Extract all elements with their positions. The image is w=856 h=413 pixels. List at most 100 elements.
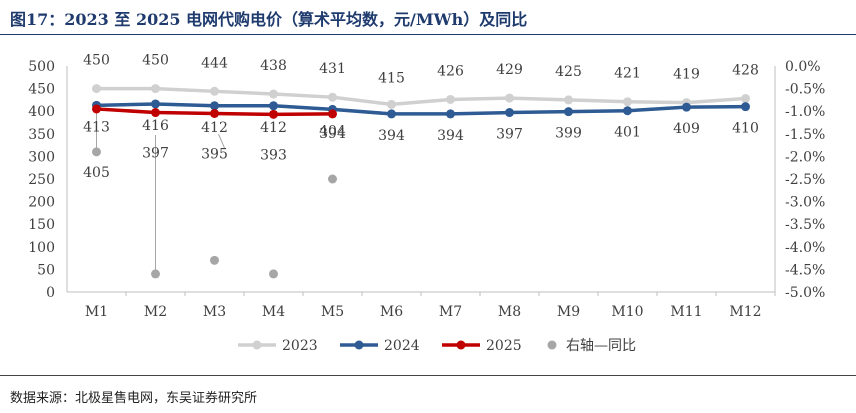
x-tick-label: M1 bbox=[85, 304, 108, 320]
series-point-2024 bbox=[446, 109, 455, 119]
data-label-2025: 405 bbox=[83, 165, 110, 181]
series-line-2023 bbox=[96, 86, 746, 107]
y-left-tick-label: 0 bbox=[46, 285, 55, 301]
series-point-2023 bbox=[446, 94, 455, 104]
data-label-2024: 410 bbox=[732, 121, 759, 137]
series-point-2024 bbox=[505, 108, 514, 118]
y-right-tick-label: -2.5% bbox=[785, 172, 825, 188]
data-label-2023: 450 bbox=[142, 53, 169, 69]
legend-marker-右轴—同比 bbox=[547, 340, 557, 350]
y-left-tick-label: 350 bbox=[28, 127, 55, 143]
x-tick-label: M9 bbox=[557, 304, 580, 320]
legend-marker-2023 bbox=[252, 340, 262, 350]
figure-title: 图17：2023 至 2025 电网代购电价（算术平均数，元/MWh）及同比 bbox=[10, 10, 528, 29]
y-left-tick-label: 200 bbox=[28, 195, 55, 211]
x-tick-label: M3 bbox=[203, 304, 226, 320]
series-point-2024 bbox=[387, 109, 396, 119]
source-rule bbox=[0, 375, 856, 376]
data-label-2024: 394 bbox=[378, 128, 405, 144]
series-point-2025 bbox=[92, 104, 101, 114]
series-point-2023 bbox=[623, 97, 632, 107]
x-tick-label: M8 bbox=[498, 304, 521, 320]
series-point-2024 bbox=[623, 106, 632, 116]
series-point-2023 bbox=[151, 84, 160, 94]
legend-label: 右轴—同比 bbox=[566, 338, 636, 354]
series-point-2023 bbox=[564, 95, 573, 105]
legend-label: 2024 bbox=[384, 338, 420, 354]
data-label-2023: 421 bbox=[614, 66, 641, 82]
y-right-tick-label: 0.0% bbox=[785, 59, 821, 75]
series-point-2023 bbox=[269, 89, 278, 99]
data-label-2024: 412 bbox=[260, 120, 287, 136]
series-point-2024 bbox=[210, 101, 219, 111]
y-left-tick-label: 300 bbox=[28, 149, 55, 165]
series-point-2025 bbox=[328, 109, 337, 119]
data-label-2024: 413 bbox=[83, 119, 110, 135]
series-point-2023 bbox=[387, 99, 396, 109]
legend-label: 2023 bbox=[282, 338, 318, 354]
data-label-2025: 397 bbox=[142, 146, 169, 162]
series-point-2024 bbox=[151, 99, 160, 109]
source-note: 数据来源：北极星售电网，东吴证券研究所 bbox=[10, 391, 258, 406]
yoy-scatter-point bbox=[92, 147, 101, 157]
data-label-2023: 426 bbox=[437, 63, 464, 79]
y-right-tick-label: -2.0% bbox=[785, 149, 825, 165]
data-label-2023: 425 bbox=[555, 64, 582, 80]
y-right-tick-label: -0.5% bbox=[785, 82, 825, 98]
x-tick-label: M5 bbox=[321, 304, 344, 320]
series-point-2025 bbox=[151, 108, 160, 118]
y-left-tick-label: 50 bbox=[37, 262, 55, 278]
x-tick-label: M11 bbox=[670, 304, 702, 320]
x-tick-label: M7 bbox=[439, 304, 462, 320]
y-left-tick-label: 450 bbox=[28, 82, 55, 98]
data-label-2024: 399 bbox=[555, 126, 582, 142]
y-left-tick-label: 100 bbox=[28, 240, 55, 256]
x-tick-label: M10 bbox=[611, 304, 643, 320]
data-label-2024: 416 bbox=[142, 118, 169, 134]
series-point-2023 bbox=[92, 84, 101, 94]
x-tick-label: M12 bbox=[729, 304, 761, 320]
y-left-tick-label: 150 bbox=[28, 217, 55, 233]
data-label-2023: 419 bbox=[673, 67, 700, 83]
y-left-tick-label: 250 bbox=[28, 172, 55, 188]
legend-label: 2025 bbox=[486, 338, 522, 354]
data-label-2025: 394 bbox=[319, 126, 346, 142]
title-rule bbox=[0, 34, 856, 35]
y-left-tick-label: 500 bbox=[28, 59, 55, 75]
data-label-2023: 450 bbox=[83, 53, 110, 69]
y-right-tick-label: -4.0% bbox=[785, 240, 825, 256]
legend-marker-2025 bbox=[456, 340, 466, 350]
data-label-2025: 393 bbox=[260, 147, 287, 163]
series-point-2025 bbox=[269, 109, 278, 119]
x-tick-label: M2 bbox=[144, 304, 167, 320]
y-right-tick-label: -5.0% bbox=[785, 285, 825, 301]
series-point-2023 bbox=[505, 93, 514, 103]
series-point-2024 bbox=[269, 101, 278, 111]
series-point-2024 bbox=[741, 102, 750, 112]
data-label-2024: 397 bbox=[496, 127, 523, 143]
series-point-2024 bbox=[564, 107, 573, 117]
series-line-2024 bbox=[96, 102, 746, 116]
data-label-2025: 395 bbox=[201, 146, 228, 162]
x-tick-label: M4 bbox=[262, 304, 285, 320]
y-right-tick-label: -4.5% bbox=[785, 262, 825, 278]
series-point-2023 bbox=[741, 94, 750, 104]
series-point-2025 bbox=[210, 108, 219, 118]
series-point-2023 bbox=[328, 92, 337, 102]
y-right-tick-label: -3.0% bbox=[785, 195, 825, 211]
y-right-tick-label: -3.5% bbox=[785, 217, 825, 233]
line-chart: 0 50 100 150 200 250 300 350 400 450 500 0.0% -0.5% -… bbox=[28, 53, 825, 354]
yoy-scatter-point bbox=[328, 174, 337, 184]
data-label-2024: 401 bbox=[614, 125, 641, 141]
data-label-2023: 438 bbox=[260, 58, 287, 74]
y-right-tick-label: -1.5% bbox=[785, 127, 825, 143]
series-point-2024 bbox=[682, 102, 691, 112]
series-point-2023 bbox=[210, 86, 219, 96]
data-label-2024: 412 bbox=[201, 120, 228, 136]
data-label-2024: 404 bbox=[319, 123, 346, 139]
leader-line bbox=[218, 133, 225, 149]
y-right-tick-label: -1.0% bbox=[785, 104, 825, 120]
x-tick-label: M6 bbox=[380, 304, 403, 320]
data-label-2024: 409 bbox=[673, 121, 700, 137]
data-label-2023: 444 bbox=[201, 55, 228, 71]
